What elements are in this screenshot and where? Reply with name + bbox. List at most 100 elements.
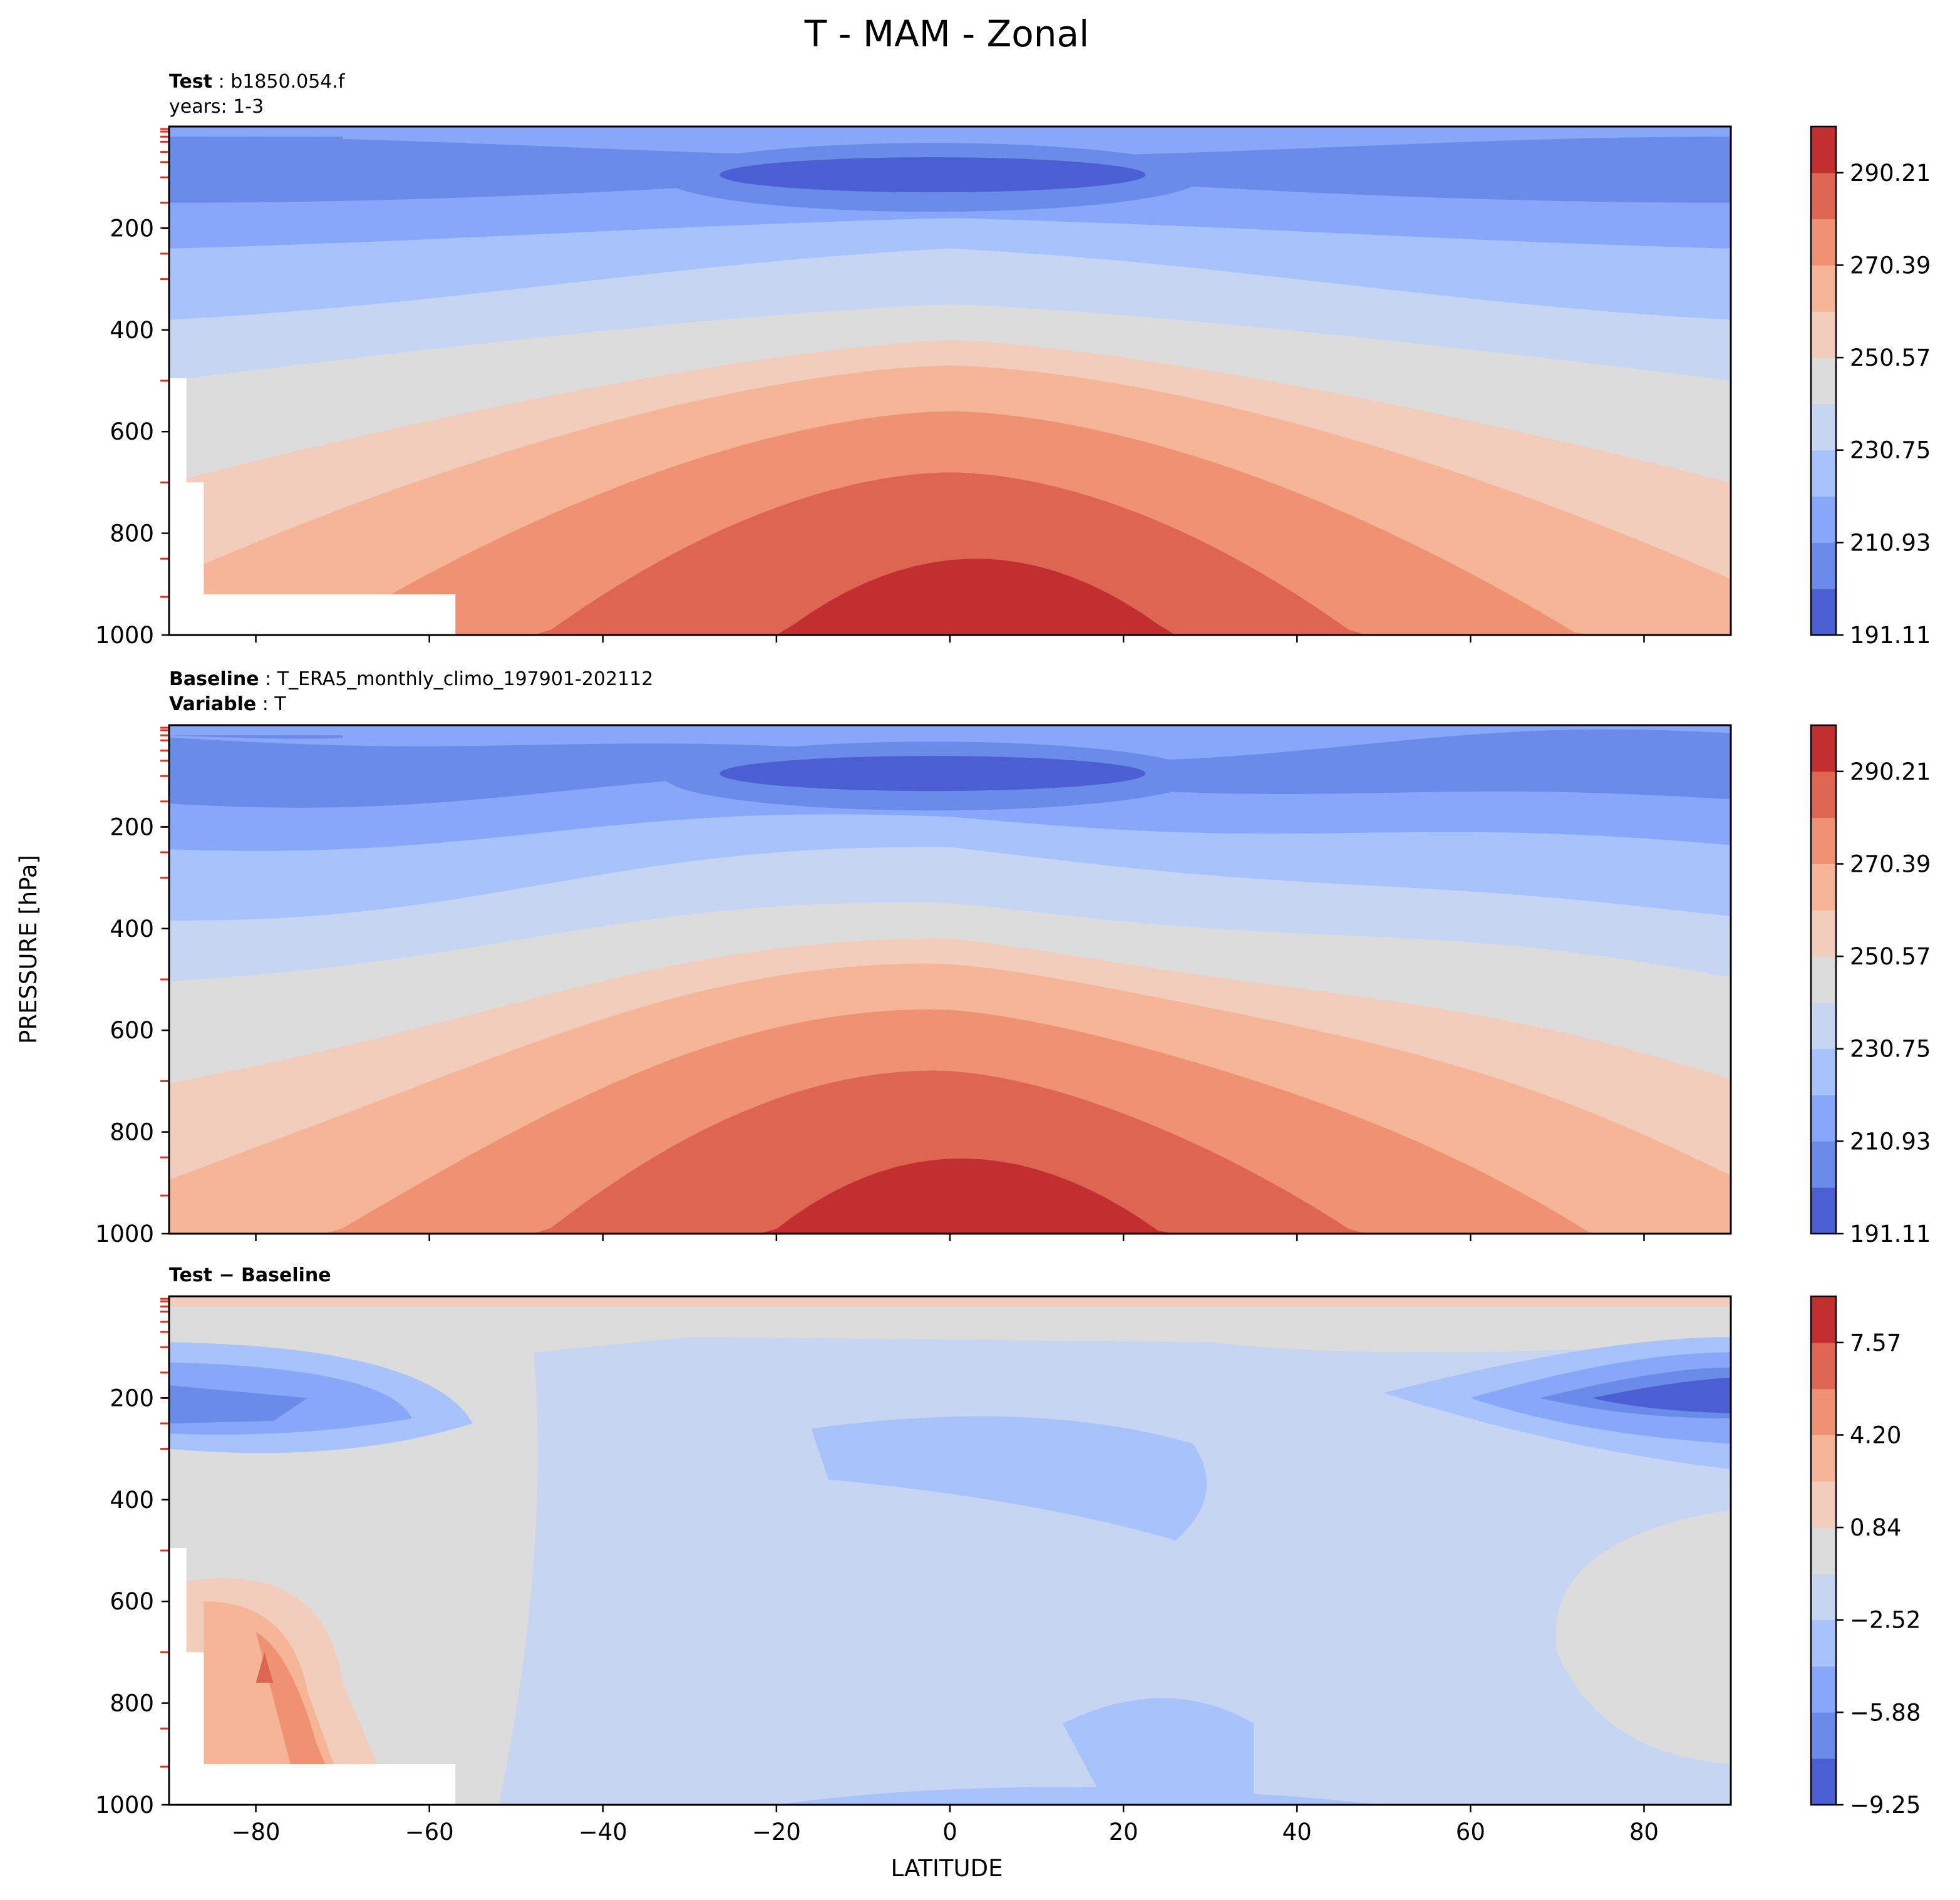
- colorbar-frame: [1810, 1295, 1837, 1806]
- panel-header-label: Variable: [169, 693, 256, 715]
- missing-data-mask: [169, 378, 456, 635]
- panel-header: years: 1-3: [169, 96, 264, 118]
- y-tick-label: 600: [110, 1588, 154, 1615]
- colorbar-segment: [1811, 311, 1836, 358]
- colorbar-tick-label: 0.84: [1850, 1514, 1901, 1541]
- colorbar-segment: [1811, 450, 1836, 497]
- colorbar-segment: [1811, 1296, 1836, 1343]
- panel-header-label: Test: [169, 71, 212, 93]
- y-tick-label: 800: [110, 1690, 154, 1717]
- contour-band: [169, 472, 1731, 635]
- colorbar-tick-label: 210.93: [1850, 529, 1931, 556]
- contour-band: [811, 1416, 1207, 1541]
- colorbar-segment: [1811, 771, 1836, 818]
- colorbar-segment: [1811, 1187, 1836, 1234]
- panel-header: Variable : T: [169, 693, 286, 715]
- colorbar-segment: [1811, 172, 1836, 220]
- y-tick-label: 600: [110, 418, 154, 445]
- x-tick-label: 20: [1109, 1819, 1138, 1846]
- contour-band: [169, 1296, 1731, 1307]
- colorbar-tick-label: −2.52: [1850, 1607, 1921, 1634]
- y-tick-label: 200: [110, 813, 154, 840]
- panel-header-value: : T_ERA5_monthly_climo_197901-202112: [259, 668, 654, 690]
- y-tick-label: 800: [110, 520, 154, 547]
- panel-header: Test : b1850.054.f: [169, 71, 346, 93]
- colorbar-segment: [1811, 1619, 1836, 1667]
- panel-test: Test : b1850.054.f years: 1-3 200 400 600 800…: [95, 71, 1931, 649]
- y-axis-label: PRESSURE [hPa]: [15, 855, 42, 1044]
- x-tick-label: 40: [1282, 1819, 1312, 1846]
- colorbar-segment: [1811, 1435, 1836, 1482]
- colorbar-segment: [1811, 725, 1836, 772]
- panel-header: Test − Baseline: [169, 1264, 331, 1286]
- y-tick-label: 200: [110, 215, 154, 242]
- contour-band: [255, 1631, 326, 1765]
- y-tick-label: 400: [110, 317, 154, 344]
- contour-band: [169, 735, 343, 739]
- contour-band: [169, 1159, 1731, 1234]
- colorbar-segment: [1811, 219, 1836, 266]
- colorbar-segment: [1811, 956, 1836, 1003]
- missing-data-mask: [169, 1547, 456, 1805]
- colorbar-segment: [1811, 1712, 1836, 1759]
- contour-field: [169, 1296, 1731, 1805]
- colorbar-segment: [1811, 1758, 1836, 1805]
- x-tick-label: 0: [942, 1819, 957, 1846]
- colorbar-segment: [1811, 126, 1836, 173]
- colorbar-segment: [1811, 1342, 1836, 1390]
- y-tick-label: 800: [110, 1119, 154, 1146]
- colorbar-segment: [1811, 1095, 1836, 1142]
- colorbar-segment: [1811, 265, 1836, 312]
- contour-band: [169, 137, 343, 140]
- x-tick-label: −80: [232, 1819, 281, 1846]
- contour-band: [1063, 1698, 1254, 1805]
- contour-band: [169, 1070, 1731, 1234]
- colorbar-segment: [1811, 358, 1836, 405]
- y-tick-label: 600: [110, 1017, 154, 1044]
- colorbar-tick-label: −9.25: [1850, 1792, 1921, 1819]
- colorbar-segment: [1811, 1666, 1836, 1713]
- colorbar-tick-label: 4.20: [1850, 1422, 1901, 1448]
- panel-header-label: Baseline: [169, 668, 259, 690]
- colorbar-tick-label: 290.21: [1850, 758, 1931, 785]
- colorbar-tick-label: 210.93: [1850, 1128, 1931, 1155]
- colorbar-tick-label: 230.75: [1850, 1036, 1931, 1063]
- contour-band: [169, 559, 1731, 635]
- colorbar-segment: [1811, 589, 1836, 636]
- colorbar-tick-label: 270.39: [1850, 252, 1931, 279]
- x-tick-label: −60: [405, 1819, 454, 1846]
- colorbar-frame: [1810, 125, 1837, 636]
- colorbar-segment: [1811, 1573, 1836, 1621]
- colorbar-tick-label: 290.21: [1850, 160, 1931, 187]
- x-tick-label: 80: [1629, 1819, 1659, 1846]
- contour-band: [255, 1652, 274, 1683]
- colorbar-tick-label: 191.11: [1850, 1221, 1931, 1247]
- colorbar-segment: [1811, 1388, 1836, 1435]
- colorbar-tick-label: 230.75: [1850, 437, 1931, 464]
- panel-baseline: Baseline : T_ERA5_monthly_climo_197901-2…: [95, 668, 1931, 1247]
- colorbar-segment: [1811, 864, 1836, 911]
- colorbar-segment: [1811, 910, 1836, 957]
- colorbar-segment: [1811, 1481, 1836, 1528]
- colorbar-segment: [1811, 1527, 1836, 1574]
- x-tick-label: −20: [752, 1819, 801, 1846]
- contour-field: [169, 725, 1731, 1234]
- colorbar-tick-label: −5.88: [1850, 1699, 1921, 1726]
- y-tick-label: 400: [110, 1487, 154, 1514]
- colorbar-tick-label: 7.57: [1850, 1329, 1901, 1356]
- colorbar-tick-label: 191.11: [1850, 622, 1931, 649]
- panel-header-label: Test − Baseline: [169, 1264, 331, 1286]
- y-tick-label: 400: [110, 916, 154, 942]
- x-tick-label: −40: [579, 1819, 627, 1846]
- panel-header-value: : T: [256, 693, 286, 715]
- colorbar-segment: [1811, 1002, 1836, 1050]
- colorbar-segment: [1811, 1141, 1836, 1188]
- panel-header-value: : b1850.054.f: [212, 71, 346, 93]
- panel-header: Baseline : T_ERA5_monthly_climo_197901-2…: [169, 668, 653, 690]
- colorbar-tick-label: 270.39: [1850, 850, 1931, 877]
- y-tick-label: 1000: [95, 622, 154, 649]
- colorbar-frame: [1810, 724, 1837, 1235]
- colorbar-tick-label: 250.57: [1850, 943, 1931, 970]
- figure-title: T - MAM - Zonal: [804, 13, 1089, 55]
